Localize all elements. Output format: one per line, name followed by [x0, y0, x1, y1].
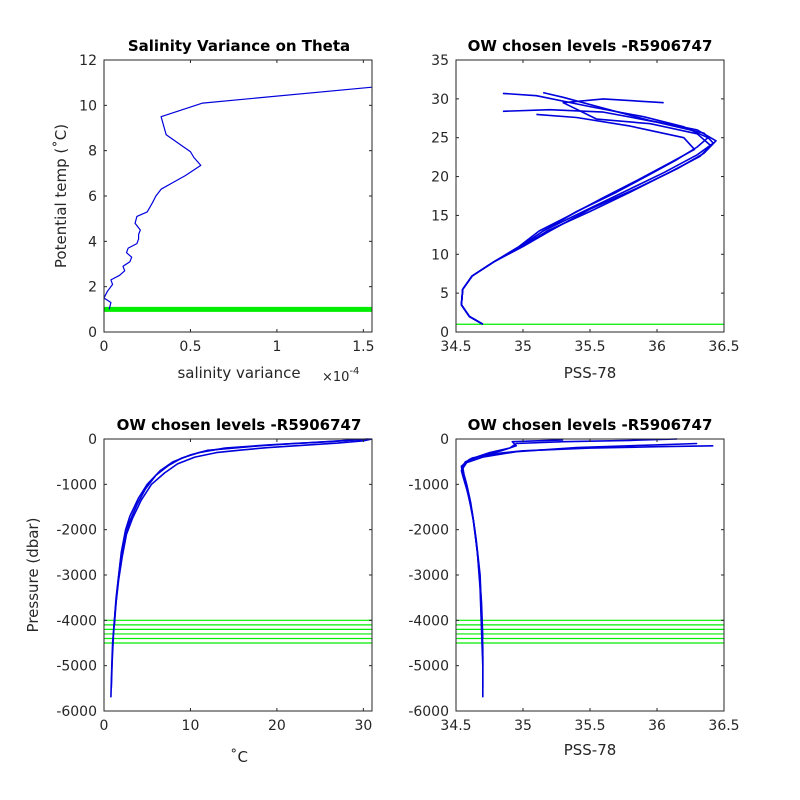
- y-tick-label: 5: [440, 286, 449, 302]
- x-tick-label: 35: [514, 339, 532, 355]
- x-axis-label: PSS-78: [564, 741, 617, 759]
- y-tick-label: -5000: [56, 659, 97, 675]
- x-tick-label: 34.5: [440, 339, 471, 355]
- y-tick-label: -4000: [408, 613, 449, 629]
- x-tick-label: 10: [182, 718, 200, 734]
- x-axis-exponent: ×10-4: [322, 366, 359, 385]
- x-tick-label: 30: [354, 718, 372, 734]
- panel-title: OW chosen levels -R5906747: [468, 416, 713, 434]
- y-tick-label: 35: [431, 53, 449, 69]
- y-tick-label: -3000: [56, 568, 97, 584]
- x-tick-label: 1.5: [352, 339, 374, 355]
- y-tick-label: -6000: [56, 704, 97, 720]
- y-tick-label: -4000: [56, 613, 97, 629]
- x-tick-label: 36: [648, 339, 666, 355]
- panel-title: OW chosen levels -R5906747: [468, 37, 713, 55]
- y-axis-label: Potential temp (˚C): [52, 124, 70, 268]
- x-tick-label: 0: [100, 339, 109, 355]
- x-tick-label: 20: [268, 718, 286, 734]
- y-tick-label: 0: [88, 432, 97, 448]
- x-axis-label: salinity variance: [177, 364, 300, 382]
- y-tick-label: 10: [79, 98, 97, 114]
- panel-title: Salinity Variance on Theta: [128, 37, 350, 55]
- x-tick-label: 1: [272, 339, 281, 355]
- y-tick-label: 0: [440, 325, 449, 341]
- x-tick-label: 0: [100, 718, 109, 734]
- y-tick-label: 4: [88, 234, 97, 250]
- y-tick-label: 20: [431, 170, 449, 186]
- y-tick-label: 30: [431, 92, 449, 108]
- y-tick-label: -6000: [408, 704, 449, 720]
- y-tick-label: 15: [431, 208, 449, 224]
- x-tick-label: 35: [514, 718, 532, 734]
- y-tick-label: 0: [440, 432, 449, 448]
- profile-line: [460, 98, 712, 325]
- y-axis-label: Pressure (dbar): [24, 518, 42, 633]
- x-tick-label: 36.5: [708, 339, 739, 355]
- y-tick-label: 2: [88, 280, 97, 296]
- y-tick-label: -2000: [56, 523, 97, 539]
- y-tick-label: 10: [431, 247, 449, 263]
- x-axis-label: PSS-78: [564, 364, 617, 382]
- y-tick-label: 0: [88, 325, 97, 341]
- profile-line: [113, 438, 373, 625]
- x-tick-label: 0.5: [179, 339, 201, 355]
- x-tick-label: 36.5: [708, 718, 739, 734]
- x-axis-exponent-base: ×10: [322, 370, 349, 385]
- panel-title: OW chosen levels -R5906747: [117, 416, 362, 434]
- panel-salinity-variance: Salinity Variance on Theta salinity vari…: [52, 37, 374, 385]
- y-tick-label: -3000: [408, 568, 449, 584]
- x-tick-label: 34.5: [440, 718, 471, 734]
- y-tick-label: -1000: [56, 477, 97, 493]
- y-tick-label: -1000: [408, 477, 449, 493]
- x-tick-label: 36: [648, 718, 666, 734]
- y-tick-label: 6: [88, 189, 97, 205]
- y-tick-label: -5000: [408, 659, 449, 675]
- x-tick-label: 35.5: [574, 339, 605, 355]
- profile-line: [103, 86, 373, 310]
- y-tick-label: 25: [431, 131, 449, 147]
- panel-pressure-temperature: OW chosen levels -R5906747 ˚C Pressure (…: [24, 416, 373, 766]
- y-tick-label: 8: [88, 144, 97, 160]
- profile-line: [461, 439, 564, 639]
- panel-pressure-salinity: OW chosen levels -R5906747 PSS-78 34.5 35…: [408, 416, 739, 759]
- x-axis-exponent-power: -4: [349, 366, 359, 377]
- panel-theta-salinity: OW chosen levels -R5906747 PSS-78 34.5 35…: [431, 37, 739, 382]
- x-tick-label: 35.5: [574, 718, 605, 734]
- x-axis-label: ˚C: [230, 748, 248, 766]
- y-tick-label: -2000: [408, 523, 449, 539]
- y-tick-label: 12: [79, 53, 97, 69]
